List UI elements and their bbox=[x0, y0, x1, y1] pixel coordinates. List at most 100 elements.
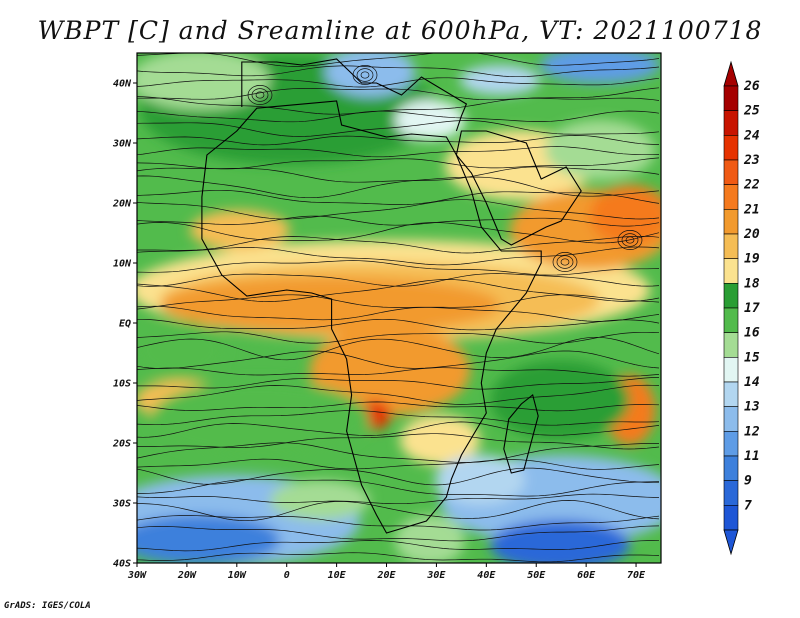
colorbar-label: 9 bbox=[744, 474, 752, 489]
field-region bbox=[490, 520, 630, 563]
field-region bbox=[310, 325, 470, 415]
colorbar-label: 14 bbox=[744, 375, 760, 390]
colorbar-swatch bbox=[723, 159, 739, 185]
streamline bbox=[137, 215, 660, 227]
grads-credit: GrADS: IGES/COLA bbox=[4, 601, 91, 611]
lat-tick-label: EQ bbox=[119, 319, 131, 330]
streamline bbox=[137, 525, 660, 542]
streamlines-layer bbox=[137, 53, 660, 563]
colorbar-label: 23 bbox=[743, 153, 760, 168]
colorbar-swatch bbox=[723, 85, 739, 111]
colorbar-label: 12 bbox=[744, 424, 760, 439]
streamline bbox=[137, 442, 660, 463]
lon-tick-label: 60E bbox=[577, 570, 596, 581]
vortex-swirl bbox=[617, 230, 643, 250]
colorbar-swatch bbox=[723, 135, 739, 161]
streamline bbox=[137, 175, 660, 199]
streamline bbox=[137, 350, 660, 369]
streamline bbox=[137, 540, 660, 552]
field-region bbox=[137, 515, 280, 563]
colorbar-label: 26 bbox=[743, 79, 760, 94]
vortex-swirl bbox=[621, 233, 639, 247]
colorbar-label: 7 bbox=[744, 498, 752, 513]
lat-tick-label: 10N bbox=[113, 259, 132, 270]
streamline bbox=[137, 305, 660, 322]
field-region bbox=[400, 415, 480, 465]
lon-tick-label: 30E bbox=[426, 570, 446, 581]
colorbar-swatch bbox=[723, 381, 739, 407]
latitude-axis: 40N 30N 20N 10N EQ 10S 20S 30S 40S bbox=[112, 79, 137, 570]
streamline bbox=[137, 166, 660, 183]
lat-tick-label: 30S bbox=[112, 499, 131, 510]
colorbar: 26 25 24 23 22 21 20 19 18 17 16 15 14 13 12 11 9 7 bbox=[723, 60, 760, 556]
field-region bbox=[540, 53, 660, 83]
streamline bbox=[137, 146, 660, 158]
streamline bbox=[137, 189, 660, 205]
vortex-swirl bbox=[356, 68, 374, 82]
colorbar-label: 18 bbox=[744, 276, 760, 291]
lat-tick-label: 10S bbox=[113, 379, 131, 390]
streamline bbox=[137, 120, 660, 137]
lon-tick-label: 50E bbox=[527, 570, 546, 581]
colorbar-swatch bbox=[723, 431, 739, 457]
field-region bbox=[395, 515, 465, 563]
field-region bbox=[545, 120, 655, 180]
streamline bbox=[137, 493, 660, 505]
lat-tick-label: 40N bbox=[113, 79, 132, 90]
streamline bbox=[137, 500, 660, 522]
field-region bbox=[590, 185, 661, 245]
madagascar-coastline bbox=[503, 394, 539, 474]
colorbar-swatch bbox=[723, 110, 739, 136]
colorbar-swatch bbox=[723, 283, 739, 309]
lat-tick-label: 20S bbox=[112, 439, 131, 450]
vortex-swirl bbox=[556, 255, 574, 269]
colorbar-swatch bbox=[723, 455, 739, 481]
lon-tick-label: 20W bbox=[177, 570, 197, 581]
field-region bbox=[160, 277, 500, 333]
vortex-swirl bbox=[625, 236, 635, 244]
europe-coastline bbox=[241, 58, 468, 132]
colorbar-swatch bbox=[723, 332, 739, 358]
map-frame bbox=[136, 52, 662, 564]
streamline bbox=[137, 478, 660, 497]
colorbar-swatch bbox=[723, 209, 739, 235]
field-region bbox=[460, 65, 540, 95]
vortex-swirl bbox=[552, 252, 578, 272]
streamline bbox=[137, 467, 659, 486]
streamline bbox=[137, 273, 660, 287]
lon-tick-label: 0 bbox=[284, 570, 290, 581]
colorbar-swatch bbox=[723, 307, 739, 333]
streamline bbox=[137, 199, 660, 220]
colorbar-label: 24 bbox=[743, 128, 760, 143]
vortex-swirl bbox=[251, 88, 269, 102]
colorbar-swatch bbox=[723, 258, 739, 284]
colorbar-label: 15 bbox=[744, 350, 760, 365]
colorbar-label: 25 bbox=[743, 104, 760, 119]
lon-tick-label: 30W bbox=[127, 570, 147, 581]
colorbar-label: 16 bbox=[744, 326, 760, 341]
streamline bbox=[137, 279, 660, 302]
streamline bbox=[137, 96, 660, 115]
wbpt-field bbox=[137, 53, 661, 563]
colorbar-bottom-arrow bbox=[723, 529, 739, 556]
vortex-swirl bbox=[560, 258, 570, 266]
colorbar-label: 22 bbox=[743, 178, 760, 193]
lat-tick-label: 40S bbox=[113, 559, 131, 570]
colorbar-label: 19 bbox=[744, 252, 760, 267]
field-region bbox=[490, 360, 630, 440]
vortex-swirl bbox=[360, 71, 370, 79]
streamline bbox=[137, 552, 660, 563]
colorbar-label: 11 bbox=[744, 449, 760, 464]
streamline bbox=[137, 421, 660, 438]
streamline bbox=[137, 235, 660, 254]
arabia-coastline bbox=[455, 130, 582, 246]
lon-tick-label: 40E bbox=[477, 570, 496, 581]
colorbar-top-arrow bbox=[723, 60, 739, 87]
streamline bbox=[137, 410, 660, 426]
streamline bbox=[137, 377, 660, 390]
longitude-axis: 30W 20W 10W 0 10E 20E 30E 40E 50E 60E 70E bbox=[127, 563, 646, 581]
field-region bbox=[150, 380, 370, 460]
streamline bbox=[137, 87, 660, 101]
streamline bbox=[137, 53, 660, 67]
